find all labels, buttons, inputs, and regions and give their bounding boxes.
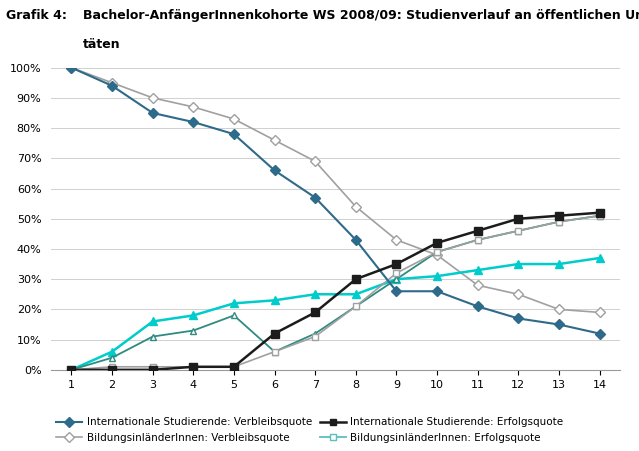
Text: täten: täten (83, 38, 121, 51)
Legend: Internationale Studierende: Verbleibsquote, BildungsinländerInnen: Verbleibsquot: Internationale Studierende: Verbleibsquo… (56, 417, 564, 442)
Text: Grafik 4:: Grafik 4: (6, 9, 67, 22)
Text: Bachelor-AnfängerInnenkohorte WS 2008/09: Studienverlauf an öffentlichen Univers: Bachelor-AnfängerInnenkohorte WS 2008/09… (83, 9, 639, 22)
